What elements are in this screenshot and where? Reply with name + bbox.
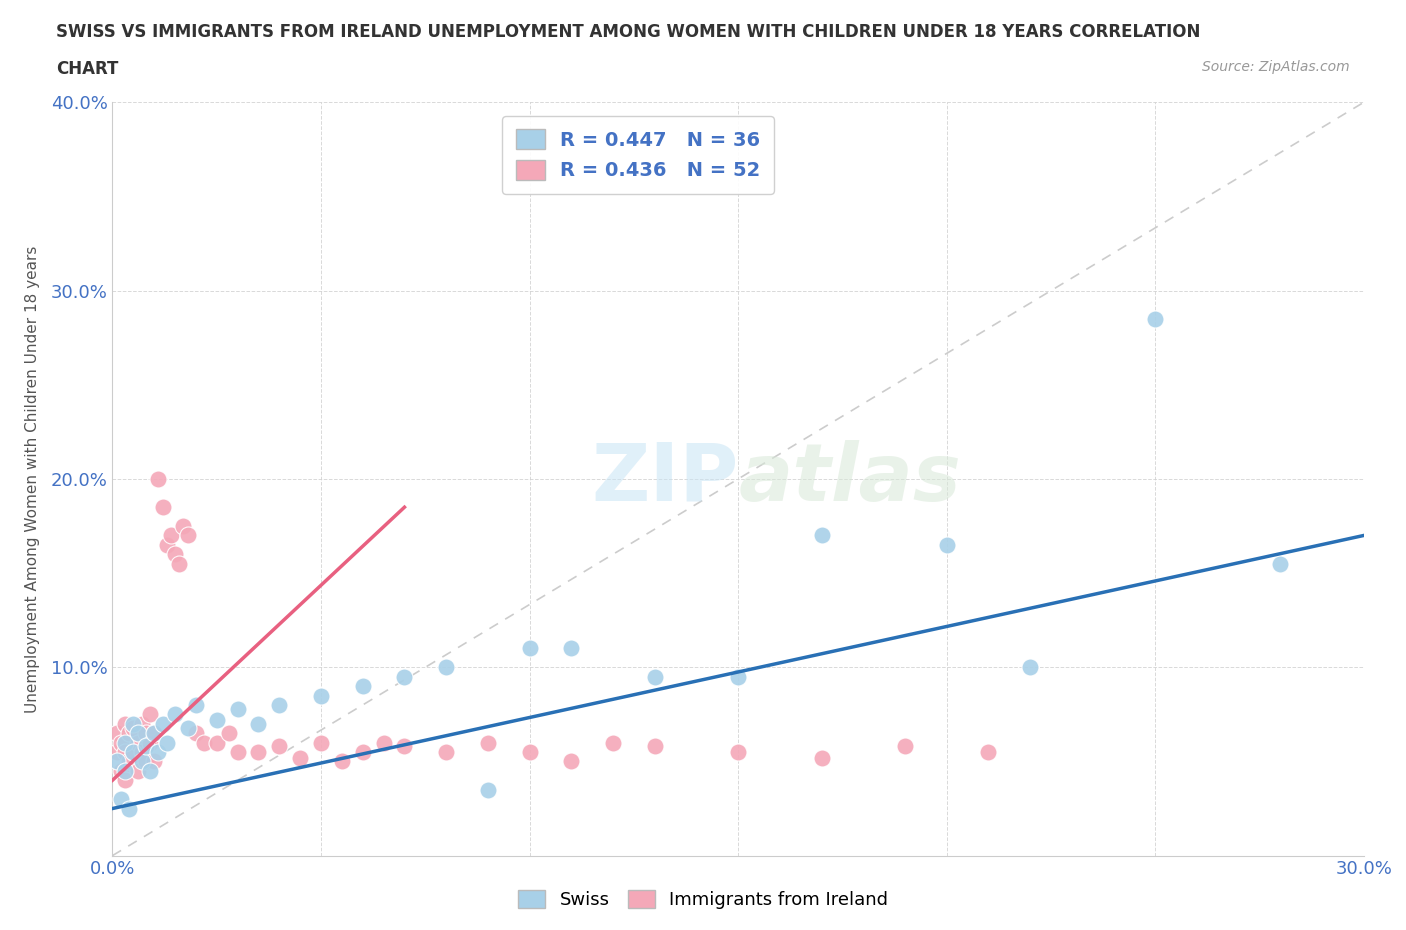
- Point: [105, 745, 128, 760]
- Point: [131, 716, 153, 731]
- Point: [156, 736, 179, 751]
- Point: [644, 670, 666, 684]
- Point: [394, 739, 416, 754]
- Point: [205, 736, 228, 751]
- Point: [172, 519, 194, 534]
- Point: [352, 679, 374, 694]
- Point: [602, 736, 624, 751]
- Point: [118, 725, 141, 740]
- Point: [152, 716, 174, 731]
- Point: [519, 641, 541, 656]
- Point: [184, 725, 207, 740]
- Point: [122, 716, 145, 731]
- Point: [935, 538, 957, 552]
- Point: [810, 528, 832, 543]
- Point: [114, 716, 136, 731]
- Y-axis label: Unemployment Among Women with Children Under 18 years: Unemployment Among Women with Children U…: [25, 246, 39, 712]
- Point: [810, 751, 832, 765]
- Point: [434, 745, 457, 760]
- Text: Source: ZipAtlas.com: Source: ZipAtlas.com: [1202, 60, 1350, 74]
- Point: [152, 499, 174, 514]
- Point: [131, 745, 153, 760]
- Point: [118, 801, 141, 816]
- Text: atlas: atlas: [738, 440, 960, 518]
- Point: [127, 764, 149, 778]
- Point: [269, 739, 291, 754]
- Point: [114, 745, 136, 760]
- Point: [114, 773, 136, 788]
- Point: [1144, 312, 1167, 326]
- Point: [394, 670, 416, 684]
- Point: [156, 538, 179, 552]
- Point: [894, 739, 917, 754]
- Point: [218, 725, 240, 740]
- Point: [477, 736, 499, 751]
- Point: [167, 556, 190, 571]
- Legend: Swiss, Immigrants from Ireland: Swiss, Immigrants from Ireland: [510, 883, 896, 916]
- Point: [373, 736, 395, 751]
- Point: [519, 745, 541, 760]
- Point: [477, 782, 499, 797]
- Point: [330, 754, 353, 769]
- Point: [309, 736, 332, 751]
- Point: [131, 754, 153, 769]
- Point: [226, 701, 249, 716]
- Point: [135, 754, 157, 769]
- Point: [977, 745, 1000, 760]
- Point: [309, 688, 332, 703]
- Point: [176, 528, 198, 543]
- Text: ZIP: ZIP: [591, 440, 738, 518]
- Text: CHART: CHART: [56, 60, 118, 78]
- Text: SWISS VS IMMIGRANTS FROM IRELAND UNEMPLOYMENT AMONG WOMEN WITH CHILDREN UNDER 18: SWISS VS IMMIGRANTS FROM IRELAND UNEMPLO…: [56, 23, 1201, 41]
- Point: [114, 764, 136, 778]
- Point: [160, 528, 183, 543]
- Point: [139, 707, 162, 722]
- Point: [352, 745, 374, 760]
- Point: [434, 660, 457, 675]
- Point: [127, 736, 149, 751]
- Point: [110, 736, 132, 751]
- Point: [163, 547, 186, 562]
- Point: [644, 739, 666, 754]
- Point: [193, 736, 215, 751]
- Legend: R = 0.447   N = 36, R = 0.436   N = 52: R = 0.447 N = 36, R = 0.436 N = 52: [502, 116, 775, 193]
- Point: [110, 791, 132, 806]
- Point: [127, 725, 149, 740]
- Point: [163, 707, 186, 722]
- Point: [122, 745, 145, 760]
- Point: [269, 698, 291, 712]
- Point: [290, 751, 312, 765]
- Point: [139, 736, 162, 751]
- Point: [1019, 660, 1042, 675]
- Point: [135, 739, 157, 754]
- Point: [247, 745, 270, 760]
- Point: [118, 754, 141, 769]
- Point: [247, 716, 270, 731]
- Point: [148, 745, 170, 760]
- Point: [226, 745, 249, 760]
- Point: [1270, 556, 1292, 571]
- Point: [143, 725, 166, 740]
- Point: [176, 720, 198, 735]
- Point: [143, 754, 166, 769]
- Point: [560, 641, 582, 656]
- Point: [114, 736, 136, 751]
- Point: [205, 712, 228, 727]
- Point: [560, 754, 582, 769]
- Point: [727, 745, 749, 760]
- Point: [143, 725, 166, 740]
- Point: [122, 720, 145, 735]
- Point: [122, 745, 145, 760]
- Point: [148, 472, 170, 486]
- Point: [139, 764, 162, 778]
- Point: [184, 698, 207, 712]
- Point: [727, 670, 749, 684]
- Point: [110, 764, 132, 778]
- Point: [105, 725, 128, 740]
- Point: [135, 725, 157, 740]
- Point: [105, 754, 128, 769]
